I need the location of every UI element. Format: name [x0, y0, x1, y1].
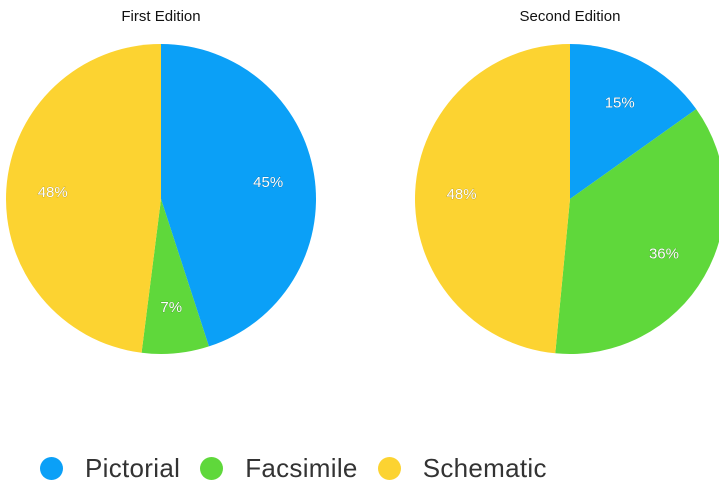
- slice-label-facsimile-1: 7%: [160, 299, 182, 316]
- legend-item-pictorial: Pictorial: [40, 453, 180, 484]
- legend-item-schematic: Schematic: [377, 452, 547, 484]
- legend-label-facsimile: Facsimile: [245, 452, 358, 483]
- legend: Pictorial Facsimile Schematic: [40, 444, 567, 492]
- slice-label-schematic-1: 48%: [38, 184, 68, 201]
- slice-label-pictorial-1: 45%: [253, 174, 283, 191]
- slice-label-schematic-2: 48%: [447, 186, 477, 203]
- pie-charts: 45% 7% 48% 15% 36% 48%: [6, 44, 719, 354]
- pie-slice-facsimile-1: [141, 199, 209, 354]
- pie-slice-schematic-2: [414, 44, 570, 354]
- pie-slice-pictorial-1: [161, 44, 316, 347]
- slice-label-pictorial-2: 15%: [605, 95, 635, 112]
- legend-swatch-pictorial: [40, 456, 63, 480]
- legend-label-pictorial: Pictorial: [85, 452, 181, 483]
- pie-slice-schematic-1: [6, 44, 161, 353]
- legend-swatch-facsimile: [200, 456, 224, 480]
- legend-swatch-schematic: [377, 456, 401, 480]
- slice-label-facsimile-2: 36%: [649, 245, 679, 262]
- legend-item-facsimile: Facsimile: [200, 453, 358, 484]
- chart-title-first-edition: First Edition: [121, 8, 201, 25]
- chart-title-second-edition: Second Edition: [519, 8, 621, 25]
- pie-slice-pictorial-2: [570, 44, 697, 199]
- pie-slice-facsimile-2: [555, 109, 719, 354]
- legend-label-schematic: Schematic: [422, 452, 547, 483]
